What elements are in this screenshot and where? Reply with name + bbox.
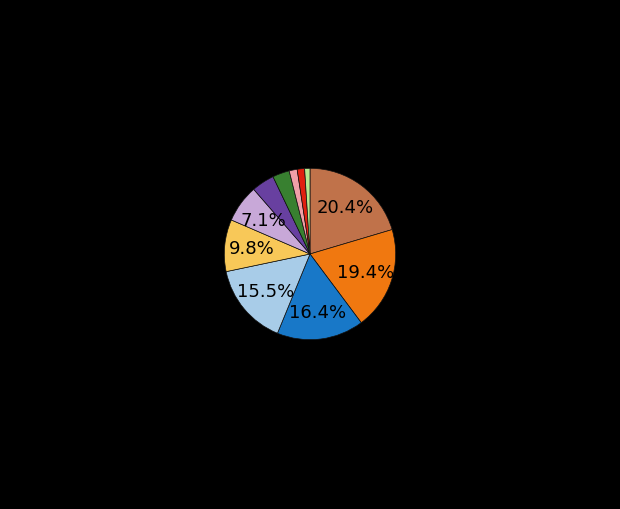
Wedge shape bbox=[224, 220, 310, 272]
Text: 20.4%: 20.4% bbox=[316, 199, 373, 217]
Wedge shape bbox=[310, 230, 396, 323]
Wedge shape bbox=[226, 254, 310, 333]
Wedge shape bbox=[310, 169, 392, 254]
Wedge shape bbox=[231, 190, 310, 254]
Wedge shape bbox=[297, 169, 310, 254]
Wedge shape bbox=[273, 172, 310, 254]
Text: 19.4%: 19.4% bbox=[337, 264, 394, 282]
Text: 16.4%: 16.4% bbox=[289, 303, 346, 321]
Text: 15.5%: 15.5% bbox=[237, 282, 294, 301]
Wedge shape bbox=[304, 169, 310, 254]
Wedge shape bbox=[278, 254, 361, 340]
Wedge shape bbox=[254, 177, 310, 254]
Text: 9.8%: 9.8% bbox=[229, 240, 275, 258]
Wedge shape bbox=[289, 170, 310, 254]
Text: 7.1%: 7.1% bbox=[240, 211, 286, 229]
